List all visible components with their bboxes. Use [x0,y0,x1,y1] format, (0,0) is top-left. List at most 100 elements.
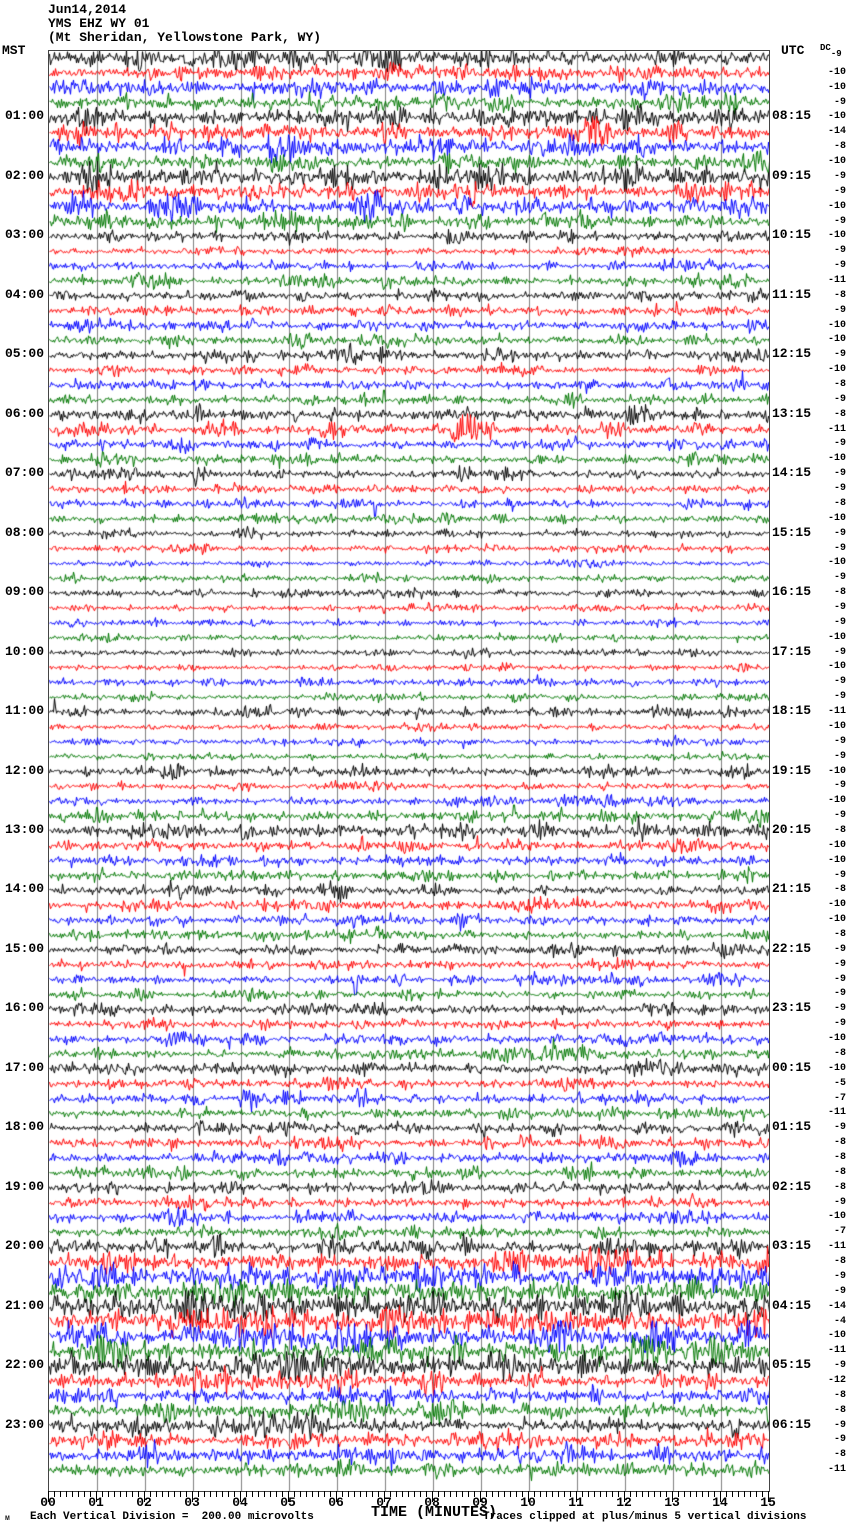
mst-hour-label: 04:00 [4,286,44,302]
x-minor-tick [750,1491,751,1497]
x-minor-tick [408,1491,409,1497]
mst-hour-label: 14:00 [4,881,44,897]
x-minor-tick [174,1491,175,1497]
dc-offset-value: -9 [833,245,846,257]
x-major-tick [192,1491,193,1502]
utc-hour-label: 14:15 [772,465,812,481]
utc-hour-label: 21:15 [772,881,812,897]
utc-hour-label: 17:15 [772,643,812,659]
x-minor-tick [498,1491,499,1497]
dc-offset-value: -9 [833,542,846,554]
mst-hour-label: 09:00 [4,584,44,600]
mst-hour-label: 15:00 [4,940,44,956]
x-minor-tick [270,1491,271,1497]
mst-hour-label: 13:00 [4,821,44,837]
dc-offset-value: -9 [833,185,846,197]
utc-hour-label: 18:15 [772,703,812,719]
x-minor-tick [90,1491,91,1497]
x-minor-tick [204,1491,205,1497]
x-minor-tick [102,1491,103,1497]
dc-offset-value: -9 [833,958,846,970]
x-minor-tick [486,1491,487,1497]
x-minor-tick [738,1491,739,1497]
utc-hour-label: 13:15 [772,405,812,421]
x-minor-tick [684,1491,685,1497]
x-minor-tick [234,1491,235,1497]
x-major-tick [48,1491,49,1502]
utc-hour-label: 15:15 [772,524,812,540]
x-minor-tick [630,1491,631,1497]
left-timezone-label: MST [2,43,26,58]
dc-offset-value: -9 [833,1003,846,1015]
mst-hour-label: 12:00 [4,762,44,778]
x-minor-tick [150,1491,151,1497]
dc-offset-value: -10 [827,111,846,123]
dc-offset-value: -10 [827,899,846,911]
dc-offset-value: -9 [833,438,846,450]
x-minor-tick [732,1491,733,1497]
dc-offset-value: -8 [833,587,846,599]
mst-hour-label: 19:00 [4,1178,44,1194]
dc-offset-value: -12 [827,1374,846,1386]
x-minor-tick [54,1491,55,1497]
x-minor-tick [666,1491,667,1497]
x-minor-tick [282,1491,283,1497]
x-minor-tick [468,1491,469,1497]
mst-hour-label: 03:00 [4,227,44,243]
dc-offset-value: -8 [833,1166,846,1178]
x-minor-tick [564,1491,565,1497]
dc-offset-value: -10 [827,156,846,168]
dc-offset-value: -10 [827,200,846,212]
dc-offset-value: -8 [833,1449,846,1461]
x-major-tick [336,1491,337,1502]
dc-offset-value: -10 [827,81,846,93]
dc-offset-value: -9 [833,304,846,316]
x-minor-tick [120,1491,121,1497]
x-minor-tick [186,1491,187,1497]
utc-hour-label: 01:15 [772,1119,812,1135]
dc-offset-value: -10 [827,364,846,376]
dc-offset-value: -10 [827,1330,846,1342]
x-minor-tick [588,1491,589,1497]
x-minor-tick [762,1491,763,1497]
x-tick-label: 15 [760,1495,776,1510]
header-station-location: (Mt Sheridan, Yellowstone Park, WY) [48,30,322,45]
dc-offset-value: -9 [833,349,846,361]
x-minor-tick [522,1491,523,1497]
x-minor-tick [126,1491,127,1497]
utc-hour-label: 19:15 [772,762,812,778]
x-minor-tick [582,1491,583,1497]
x-minor-tick [540,1491,541,1497]
mst-hour-label: 20:00 [4,1238,44,1254]
x-minor-tick [654,1491,655,1497]
x-minor-tick [318,1491,319,1497]
x-minor-tick [516,1491,517,1497]
dc-label: DC [820,43,831,53]
x-tick-label: 03 [184,1495,200,1510]
utc-hour-label: 06:15 [772,1416,812,1432]
dc-offset-value: -9 [833,1122,846,1134]
x-minor-tick [690,1491,691,1497]
utc-hour-label: 05:15 [772,1357,812,1373]
x-major-tick [576,1491,577,1502]
x-minor-tick [114,1491,115,1497]
x-axis-title: TIME (MINUTES) [371,1504,498,1521]
footer-scale-note: Each Vertical Division = 200.00 microvol… [30,1511,314,1523]
dc-offset-value: -9 [833,1270,846,1282]
dc-offset-value: -10 [827,661,846,673]
x-minor-tick [228,1491,229,1497]
x-minor-tick [84,1491,85,1497]
x-tick-label: 02 [136,1495,152,1510]
mst-hour-label: 01:00 [4,108,44,124]
dc-offset-value: -9 [833,810,846,822]
dc-offset-value: -8 [833,824,846,836]
dc-offset-value: -9 [833,869,846,881]
x-tick-label: 08 [424,1495,440,1510]
x-minor-tick [342,1491,343,1497]
mst-hour-label: 22:00 [4,1357,44,1373]
x-minor-tick [714,1491,715,1497]
x-minor-tick [156,1491,157,1497]
dc-offset-value: -10 [827,319,846,331]
x-major-tick [144,1491,145,1502]
x-minor-tick [264,1491,265,1497]
